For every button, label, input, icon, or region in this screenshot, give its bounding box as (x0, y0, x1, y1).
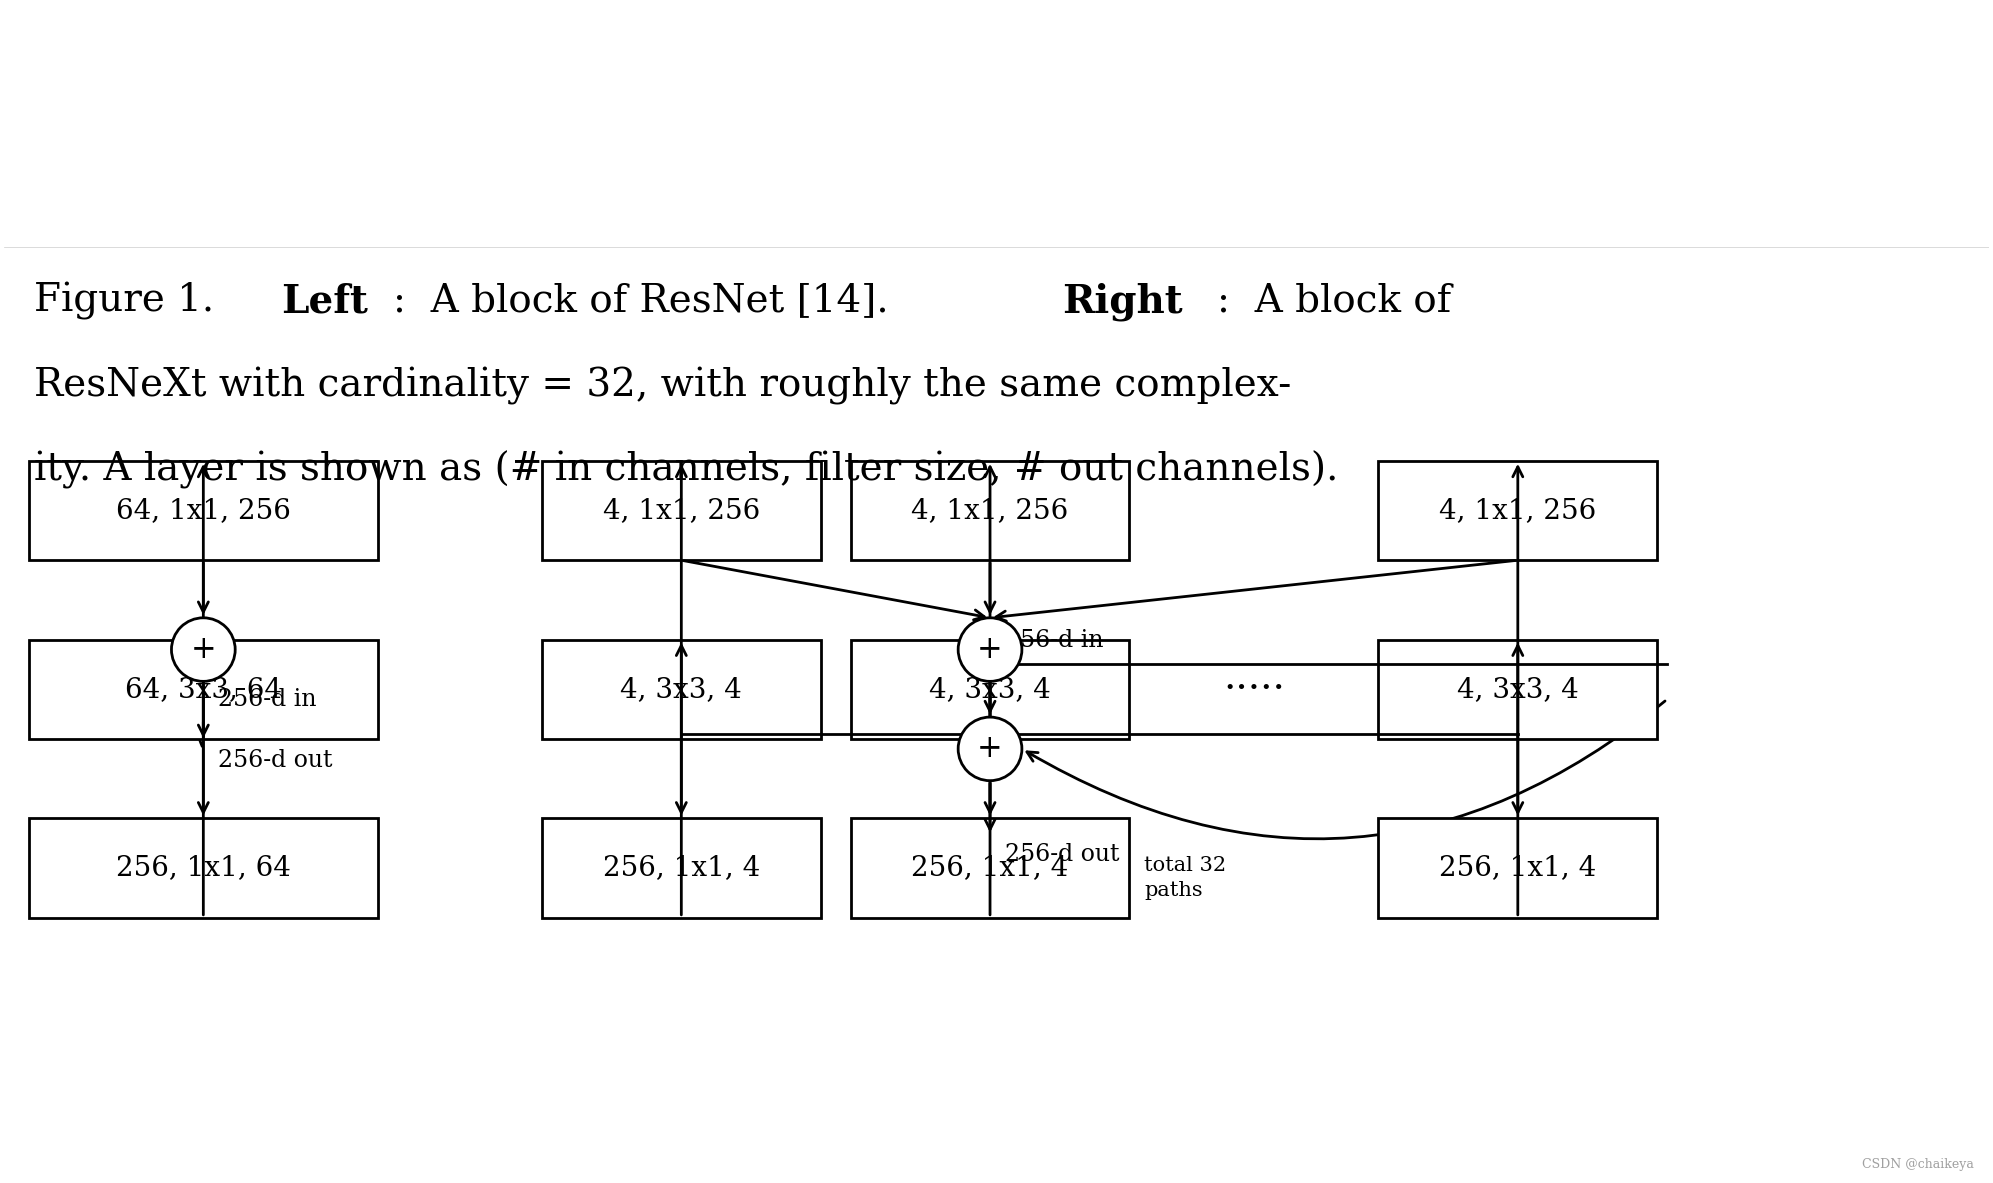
Text: CSDN @chaikeya: CSDN @chaikeya (1861, 1158, 1973, 1171)
Text: 4, 3x3, 4: 4, 3x3, 4 (1457, 675, 1578, 703)
Text: 4, 1x1, 256: 4, 1x1, 256 (602, 497, 759, 524)
Text: +: + (977, 634, 1002, 665)
FancyBboxPatch shape (542, 640, 821, 739)
FancyBboxPatch shape (542, 461, 821, 561)
Text: 4, 3x3, 4: 4, 3x3, 4 (929, 675, 1050, 703)
FancyBboxPatch shape (30, 461, 377, 561)
Text: 256, 1x1, 64: 256, 1x1, 64 (116, 854, 291, 881)
Text: 256, 1x1, 4: 256, 1x1, 4 (1439, 854, 1596, 881)
Text: Left: Left (281, 283, 369, 321)
FancyBboxPatch shape (851, 640, 1130, 739)
Text: 256-d out: 256-d out (1004, 843, 1120, 866)
FancyBboxPatch shape (851, 819, 1130, 918)
Text: ·····: ····· (1224, 671, 1285, 707)
Text: Figure 1.: Figure 1. (34, 283, 227, 321)
Text: :  A block of: : A block of (1216, 283, 1451, 319)
Text: 4, 3x3, 4: 4, 3x3, 4 (620, 675, 741, 703)
Circle shape (959, 618, 1022, 681)
FancyBboxPatch shape (1379, 640, 1658, 739)
FancyBboxPatch shape (1379, 461, 1658, 561)
Text: 256-d in: 256-d in (1004, 628, 1104, 652)
Text: Right: Right (1062, 283, 1182, 321)
Text: 256-d out: 256-d out (219, 749, 333, 771)
Text: 256, 1x1, 4: 256, 1x1, 4 (911, 854, 1068, 881)
Text: :  A block of ResNet [14].: : A block of ResNet [14]. (393, 283, 913, 319)
Text: ity. A layer is shown as (# in channels, filter size, # out channels).: ity. A layer is shown as (# in channels,… (34, 451, 1339, 490)
Text: total 32
paths: total 32 paths (1144, 856, 1226, 900)
FancyBboxPatch shape (30, 819, 377, 918)
Text: 4, 1x1, 256: 4, 1x1, 256 (1439, 497, 1596, 524)
Text: 64, 1x1, 256: 64, 1x1, 256 (116, 497, 291, 524)
FancyBboxPatch shape (30, 640, 377, 739)
Text: ResNeXt with cardinality = 32, with roughly the same complex-: ResNeXt with cardinality = 32, with roug… (34, 367, 1291, 405)
Circle shape (171, 618, 235, 681)
Text: 256-d in: 256-d in (219, 689, 317, 711)
Text: +: + (191, 634, 215, 665)
Text: +: + (977, 733, 1002, 764)
FancyBboxPatch shape (1379, 819, 1658, 918)
Text: 256, 1x1, 4: 256, 1x1, 4 (602, 854, 759, 881)
FancyBboxPatch shape (542, 819, 821, 918)
Text: 4, 1x1, 256: 4, 1x1, 256 (911, 497, 1068, 524)
Text: 64, 3x3, 64: 64, 3x3, 64 (126, 675, 281, 703)
FancyBboxPatch shape (851, 461, 1130, 561)
Circle shape (959, 717, 1022, 781)
